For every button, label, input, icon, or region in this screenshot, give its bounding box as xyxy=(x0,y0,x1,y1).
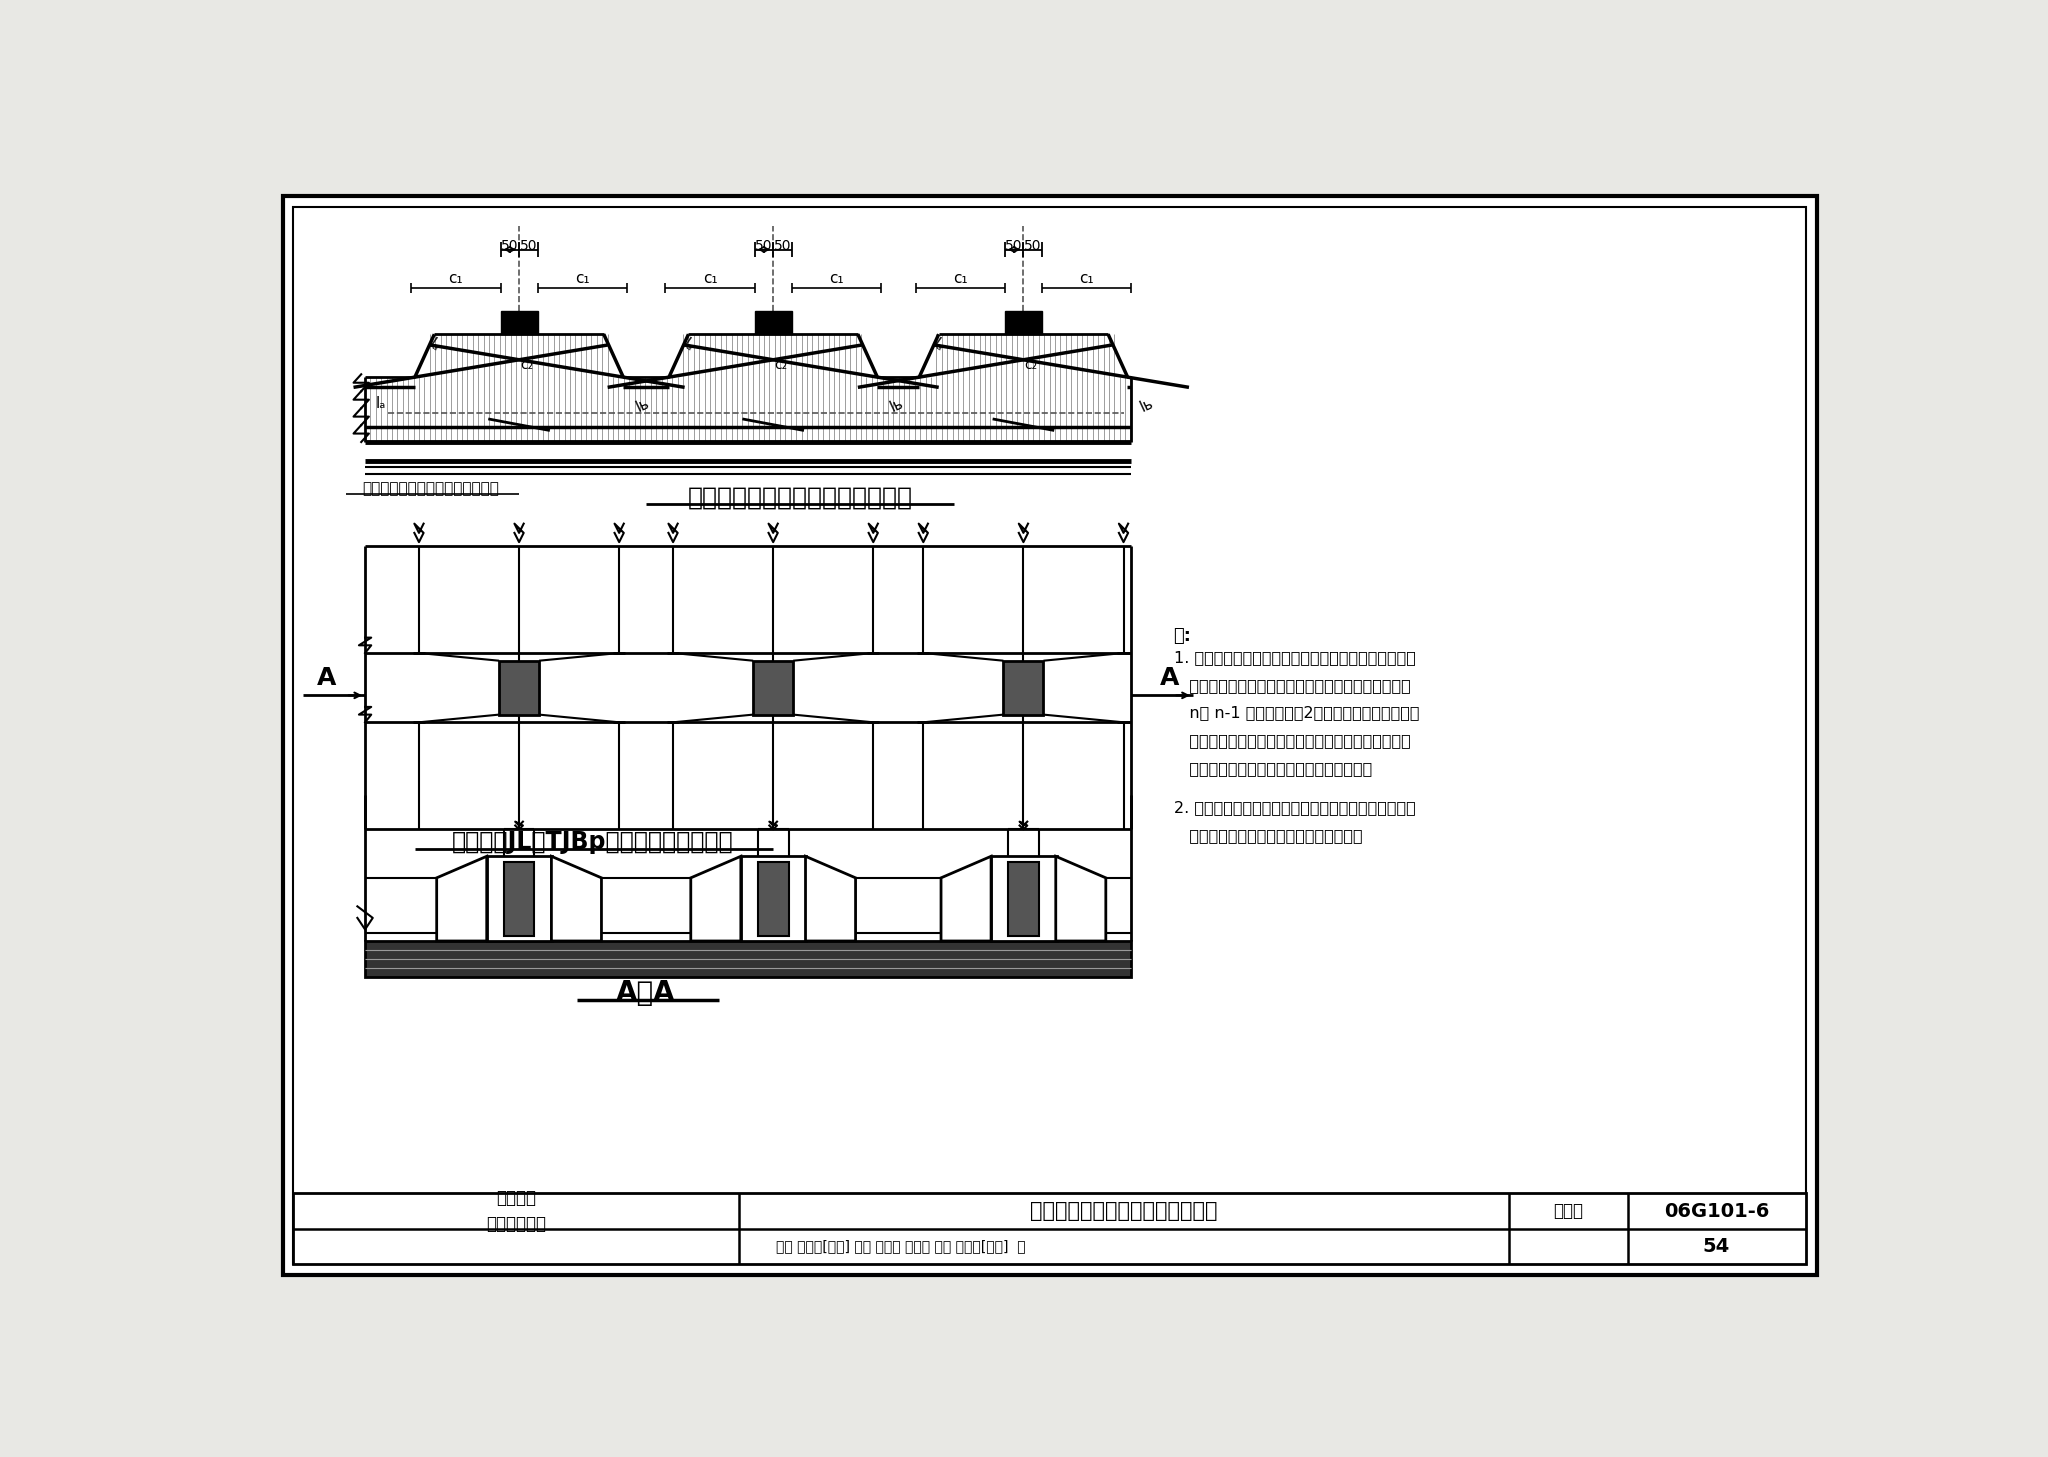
Bar xyxy=(754,660,793,714)
Bar xyxy=(1004,660,1042,714)
Polygon shape xyxy=(436,857,487,941)
Text: 审核 陈幼璜[签名] 校对 刘其祥 刘其祥 设计 陈青来[签名]  页: 审核 陈幼璜[签名] 校对 刘其祥 刘其祥 设计 陈青来[签名] 页 xyxy=(776,1240,1026,1253)
Bar xyxy=(504,863,535,935)
Text: A: A xyxy=(1159,666,1180,691)
Polygon shape xyxy=(940,857,991,941)
Text: 50: 50 xyxy=(520,239,537,252)
Text: c₁: c₁ xyxy=(702,271,717,286)
Bar xyxy=(756,312,793,334)
Bar xyxy=(500,660,539,714)
Text: 梁腋的顶部斜纵筋根数为基础梁顶部第一排纵筋根数: 梁腋的顶部斜纵筋根数为基础梁顶部第一排纵筋根数 xyxy=(1174,678,1411,692)
Bar xyxy=(741,857,807,941)
Text: 和直径与基础梁顶部纵筋相同．梁腋范围的箍筋与基: 和直径与基础梁顶部纵筋相同．梁腋范围的箍筋与基 xyxy=(1174,733,1411,747)
Text: 础梁的箍筋配置相同，仅箍筋高度为变值．: 础梁的箍筋配置相同，仅箍筋高度为变值． xyxy=(1174,761,1372,775)
Polygon shape xyxy=(690,857,741,941)
Polygon shape xyxy=(1057,857,1106,941)
Text: lₐ: lₐ xyxy=(930,337,948,356)
Bar xyxy=(500,312,537,334)
Text: c₁: c₁ xyxy=(829,271,844,286)
Text: lь: lь xyxy=(633,395,651,415)
Text: c₂: c₂ xyxy=(520,358,532,372)
Text: 50: 50 xyxy=(502,239,518,252)
Text: lь: lь xyxy=(1137,395,1155,415)
Text: 50: 50 xyxy=(756,239,772,252)
Bar xyxy=(1006,312,1042,334)
Text: A－A: A－A xyxy=(616,979,676,1007)
Text: 50: 50 xyxy=(774,239,791,252)
Text: lₐ: lₐ xyxy=(680,337,696,356)
Text: 2. 基础梁的梁柱结合部位所加侧腋顶面与基础梁非加腋: 2. 基础梁的梁柱结合部位所加侧腋顶面与基础梁非加腋 xyxy=(1174,800,1415,814)
Text: 条形基础的基础梁高加腋钢筋构造: 条形基础的基础梁高加腋钢筋构造 xyxy=(688,485,913,510)
Text: 1. 当条形基础的基础梁高加腋部位的配筋未注明时，其: 1. 当条形基础的基础梁高加腋部位的配筋未注明时，其 xyxy=(1174,650,1415,664)
Text: A: A xyxy=(317,666,336,691)
Text: c₂: c₂ xyxy=(774,358,786,372)
Polygon shape xyxy=(551,857,602,941)
Text: 注:: 注: xyxy=(1174,627,1192,645)
Text: 条形基础的基础梁高加腋钢筋构造: 条形基础的基础梁高加腋钢筋构造 xyxy=(1030,1201,1217,1221)
Text: 图集号: 图集号 xyxy=(1552,1202,1583,1221)
Bar xyxy=(365,376,1130,462)
Text: lₐ: lₐ xyxy=(426,337,442,356)
Bar xyxy=(365,941,1130,978)
Text: lₐ: lₐ xyxy=(375,396,385,411)
Text: 50: 50 xyxy=(1006,239,1022,252)
Bar xyxy=(758,863,788,935)
Text: 06G101-6: 06G101-6 xyxy=(1663,1202,1769,1221)
Bar xyxy=(487,857,553,941)
Polygon shape xyxy=(805,857,856,941)
Text: c₂: c₂ xyxy=(1024,358,1038,372)
Text: c₁: c₁ xyxy=(952,271,967,286)
Text: 段顶面一平，不随梁加腋的升高而变化．: 段顶面一平，不随梁加腋的升高而变化． xyxy=(1174,828,1362,842)
Text: 未加腋部位（某跨或外伸部位等）: 未加腋部位（某跨或外伸部位等） xyxy=(362,481,500,495)
Text: 54: 54 xyxy=(1702,1237,1731,1256)
Bar xyxy=(293,1193,1806,1265)
Text: 50: 50 xyxy=(1024,239,1042,252)
Text: n的 n-1 根（且不少于2根）插空安放，强度等级: n的 n-1 根（且不少于2根）插空安放，强度等级 xyxy=(1174,705,1419,720)
Text: 第二部分
标准构造详图: 第二部分 标准构造详图 xyxy=(485,1189,547,1234)
Text: c₁: c₁ xyxy=(1079,271,1094,286)
Text: 条形基础JL和TJBp局部平面布置图示意: 条形基础JL和TJBp局部平面布置图示意 xyxy=(451,830,733,854)
Bar xyxy=(991,857,1057,941)
Bar xyxy=(1008,863,1038,935)
Text: lь: lь xyxy=(887,395,905,415)
Text: c₁: c₁ xyxy=(575,271,590,286)
Text: c₁: c₁ xyxy=(449,271,463,286)
